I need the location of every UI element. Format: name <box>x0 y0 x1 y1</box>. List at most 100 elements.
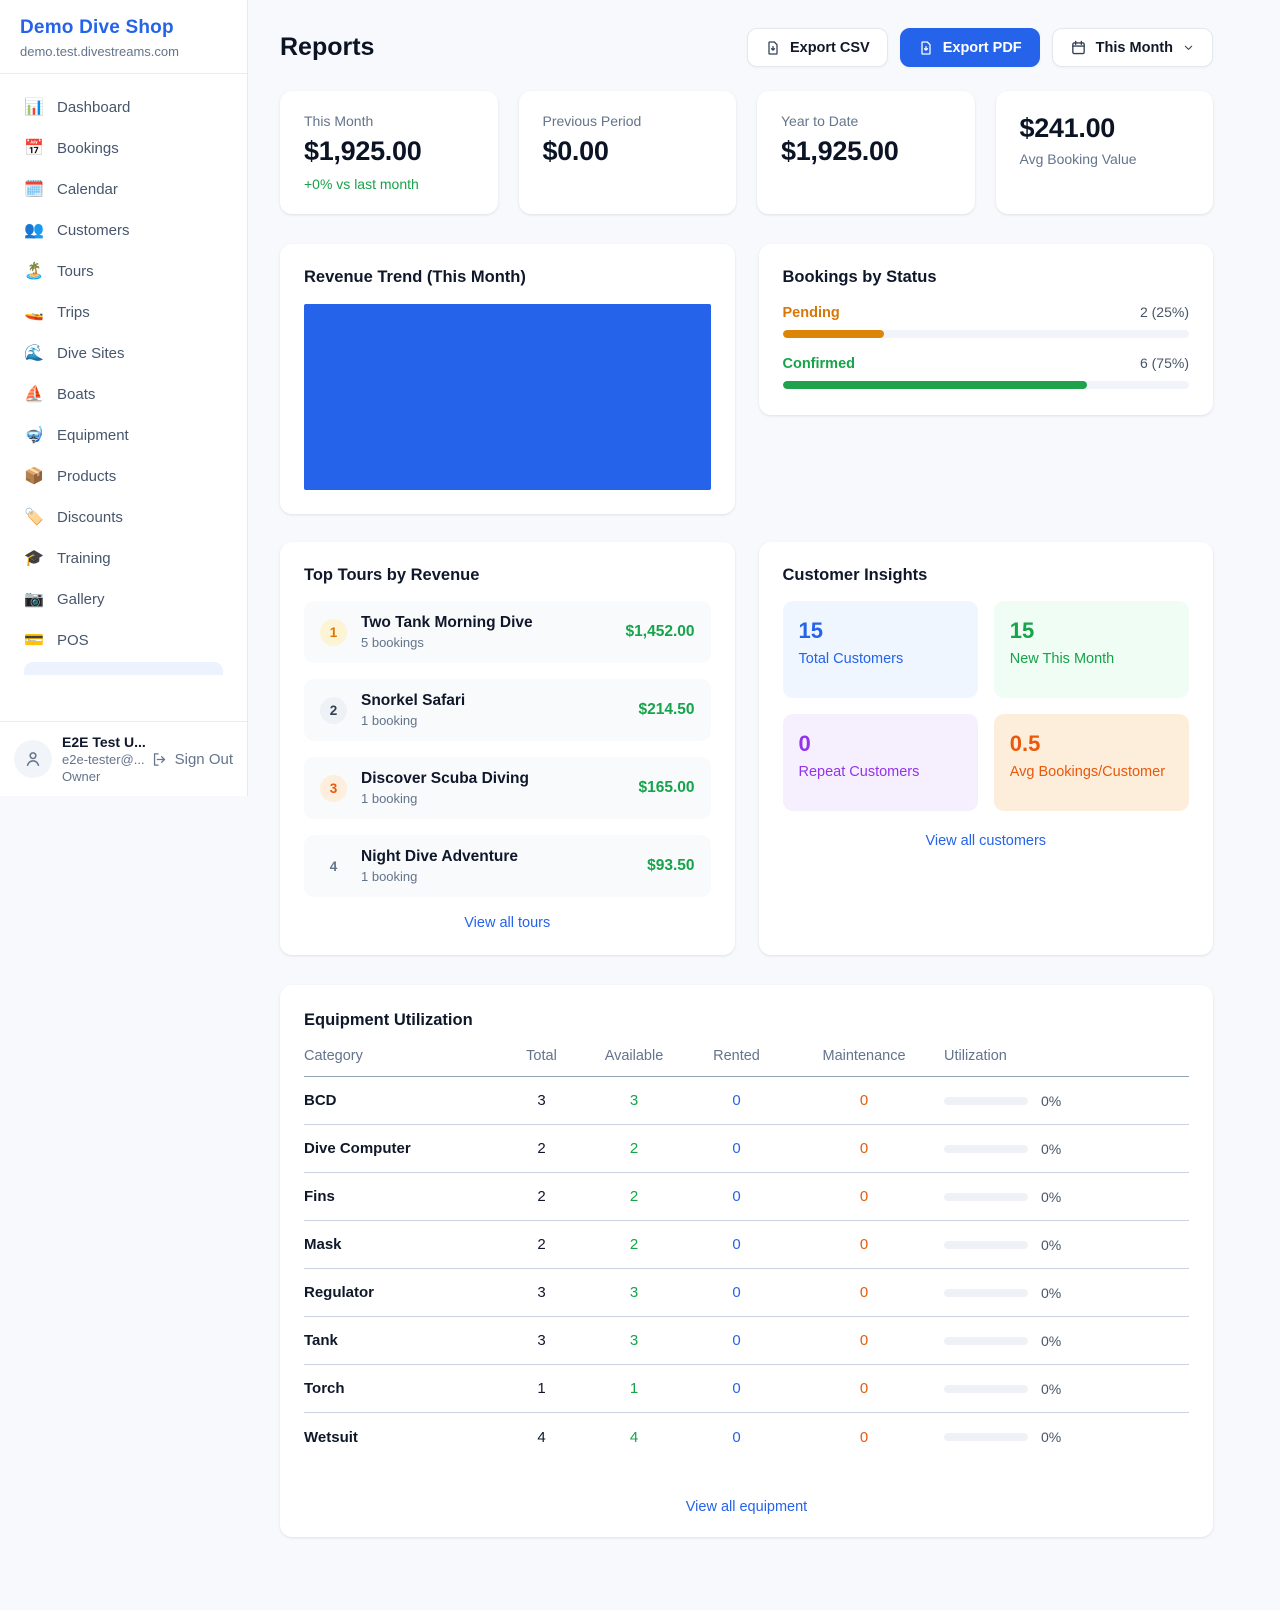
nav-partial-active-item[interactable] <box>24 662 223 675</box>
rank-badge: 3 <box>320 774 347 802</box>
equipment-total: 4 <box>537 1428 546 1446</box>
equipment-category: Wetsuit <box>304 1428 358 1446</box>
status-progress-track <box>782 330 1189 338</box>
insight-tile: 0 Repeat Customers <box>782 714 978 811</box>
sidebar-item-label: POS <box>57 631 89 649</box>
sidebar-item-equipment[interactable]: 🤿 Equipment <box>12 416 235 454</box>
sidebar-item-label: Tours <box>57 262 94 280</box>
export-pdf-button[interactable]: Export PDF <box>899 28 1040 67</box>
tour-name: Snorkel Safari <box>361 692 466 709</box>
tour-name: Two Tank Morning Dive <box>361 614 533 631</box>
sidebar-item-dashboard[interactable]: 📊 Dashboard <box>12 88 235 126</box>
sidebar-user-footer: E2E Test U... e2e-tester@... Owner Sign … <box>0 721 247 796</box>
equipment-maintenance: 0 <box>859 1284 869 1301</box>
sidebar-item-label: Bookings <box>57 139 119 157</box>
utilization-percent: 0% <box>1041 1284 1062 1301</box>
wave-icon: 🌊 <box>24 345 44 362</box>
customer-insights-title: Customer Insights <box>782 566 928 584</box>
sidebar-item-tours[interactable]: 🏝️ Tours <box>12 252 235 290</box>
column-header-maintenance: Maintenance <box>822 1048 906 1064</box>
avatar <box>14 740 52 778</box>
utilization-bar-track <box>944 1433 1028 1441</box>
sidebar-item-dive-sites[interactable]: 🌊 Dive Sites <box>12 334 235 372</box>
insight-label: Repeat Customers <box>798 764 920 780</box>
speedboat-icon: 🚤 <box>24 304 44 321</box>
equipment-rented: 0 <box>732 1092 741 1109</box>
equipment-utilization-cell: 0% <box>944 1189 1189 1205</box>
stat-delta: +0% vs last month <box>304 176 419 192</box>
sidebar-item-gallery[interactable]: 📷 Gallery <box>12 580 235 618</box>
equipment-utilization-cell: 0% <box>944 1333 1189 1349</box>
top-tours-card: Top Tours by Revenue 1 Two Tank Morning … <box>280 542 735 955</box>
utilization-bar-track <box>944 1192 1028 1201</box>
equipment-utilization-cell: 0% <box>944 1429 1189 1445</box>
sidebar-item-pos[interactable]: 💳 POS <box>12 621 235 659</box>
equipment-maintenance: 0 <box>859 1332 869 1349</box>
insight-tile: 0.5 Avg Bookings/Customer <box>993 714 1189 811</box>
utilization-bar-track <box>944 1144 1028 1153</box>
status-progress-fill <box>782 381 1088 389</box>
view-all-customers-link[interactable]: View all customers <box>925 833 1047 849</box>
equipment-category: Dive Computer <box>304 1140 411 1157</box>
equipment-row: Regulator 3 3 0 0 0% <box>304 1269 1189 1317</box>
sidebar-item-calendar[interactable]: 🗓️ Calendar <box>12 170 235 208</box>
equipment-rented: 0 <box>732 1236 741 1253</box>
column-header-available: Available <box>604 1048 664 1064</box>
sidebar-item-label: Dive Sites <box>57 344 125 362</box>
equipment-maintenance: 0 <box>859 1092 869 1109</box>
header-actions: Export CSV Export PDF This Month <box>746 28 1213 67</box>
sign-out-button[interactable]: Sign Out <box>151 751 233 768</box>
stat-value: $1,925.00 <box>781 136 899 166</box>
equipment-row: Tank 3 3 0 0 0% <box>304 1317 1189 1365</box>
user-email: e2e-tester@... <box>62 752 145 767</box>
sidebar-item-training[interactable]: 🎓 Training <box>12 539 235 577</box>
utilization-bar-track <box>944 1336 1028 1345</box>
utilization-bar-track <box>944 1240 1028 1249</box>
sidebar-item-discounts[interactable]: 🏷️ Discounts <box>12 498 235 536</box>
tour-amount: $165.00 <box>638 779 695 796</box>
user-icon <box>26 752 40 766</box>
insight-tile: 15 New This Month <box>993 601 1189 698</box>
rank-badge: 4 <box>329 858 338 874</box>
period-dropdown[interactable]: This Month <box>1051 28 1213 67</box>
sidebar-item-trips[interactable]: 🚤 Trips <box>12 293 235 331</box>
export-csv-button[interactable]: Export CSV <box>746 28 888 67</box>
sidebar-item-bookings[interactable]: 📅 Bookings <box>12 129 235 167</box>
sidebar-item-products[interactable]: 📦 Products <box>12 457 235 495</box>
revenue-trend-title: Revenue Trend (This Month) <box>304 268 526 286</box>
insight-value: 15 <box>1009 618 1035 643</box>
tour-amount: $214.50 <box>638 701 695 718</box>
insight-label: Total Customers <box>798 651 904 667</box>
utilization-bar-track <box>944 1288 1028 1297</box>
user-block: E2E Test U... e2e-tester@... Owner <box>62 734 146 784</box>
sidebar-item-customers[interactable]: 👥 Customers <box>12 211 235 249</box>
sidebar-item-boats[interactable]: ⛵ Boats <box>12 375 235 413</box>
column-header-utilization: Utilization <box>944 1048 1007 1064</box>
revenue-trend-card: Revenue Trend (This Month) <box>280 244 735 514</box>
status-label: Confirmed <box>782 356 856 372</box>
stat-card: This Month $1,925.00 +0% vs last month <box>280 91 498 214</box>
bar-chart-icon: 📊 <box>24 99 44 116</box>
utilization-percent: 0% <box>1041 1429 1062 1445</box>
equipment-maintenance: 0 <box>859 1428 869 1446</box>
package-icon: 📦 <box>24 468 44 485</box>
calendar-icon <box>1071 40 1085 55</box>
view-all-equipment-link[interactable]: View all equipment <box>685 1499 808 1515</box>
view-all-tours-link[interactable]: View all tours <box>464 915 551 931</box>
utilization-percent: 0% <box>1041 1140 1062 1157</box>
tour-amount: $1,452.00 <box>625 623 695 640</box>
utilization-bar-track <box>944 1096 1028 1105</box>
shop-domain: demo.test.divestreams.com <box>20 44 179 59</box>
utilization-percent: 0% <box>1041 1188 1062 1205</box>
sidebar-item-label: Discounts <box>57 508 123 526</box>
shop-name: Demo Dive Shop <box>20 17 174 38</box>
insight-value: 0.5 <box>1009 731 1041 756</box>
equipment-total: 3 <box>537 1284 546 1301</box>
equipment-row: Mask 2 2 0 0 0% <box>304 1221 1189 1269</box>
equipment-utilization-cell: 0% <box>944 1285 1189 1301</box>
equipment-rented: 0 <box>732 1284 741 1301</box>
equipment-category: BCD <box>304 1092 337 1109</box>
equipment-available: 3 <box>629 1092 639 1109</box>
insight-tile: 15 Total Customers <box>782 601 978 698</box>
equipment-category: Mask <box>304 1236 342 1253</box>
